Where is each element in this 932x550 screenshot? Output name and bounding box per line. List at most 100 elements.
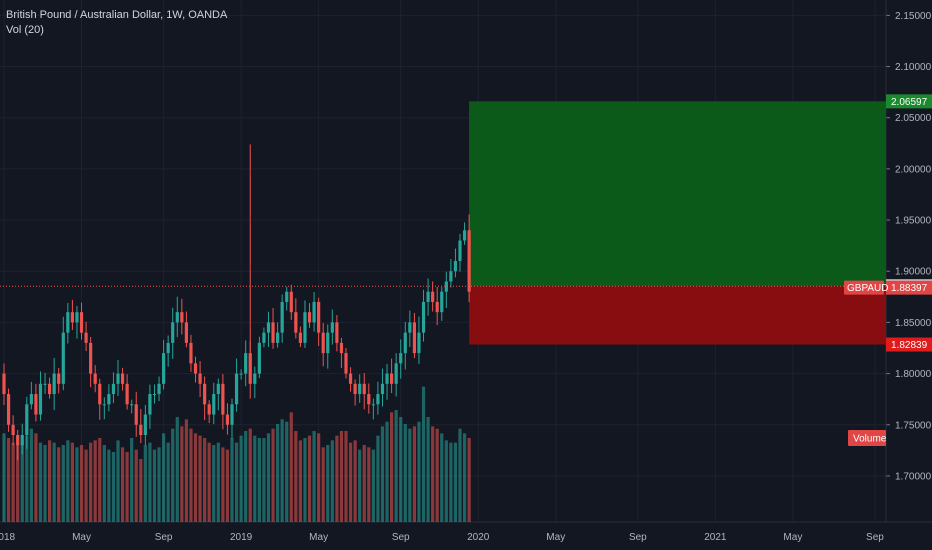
symbol-title[interactable]: British Pound / Australian Dollar, 1W, O…	[6, 9, 228, 21]
x-tick-label: 2021	[704, 532, 727, 543]
volume-bar	[43, 445, 47, 522]
candle-body	[403, 332, 407, 354]
candle-body	[458, 240, 462, 261]
candle-body	[421, 301, 426, 333]
volume-indicator-label[interactable]: Vol (20)	[6, 24, 44, 36]
x-tick-label: 2019	[230, 532, 253, 543]
volume-bar	[426, 417, 430, 522]
volume-bar	[385, 421, 389, 522]
candle-body	[102, 404, 106, 406]
target-price-tag: 2.06597	[891, 97, 928, 108]
volume-bar	[239, 435, 243, 522]
candle-body	[162, 353, 166, 384]
volume-bar	[276, 424, 280, 522]
candle-body	[2, 373, 6, 395]
candle-body	[38, 383, 43, 415]
x-tick-label: May	[72, 532, 91, 543]
volume-bar	[262, 438, 266, 522]
volume-bar	[198, 435, 202, 522]
candle-body	[93, 373, 97, 384]
volume-bar	[148, 442, 152, 522]
volume-bar	[25, 435, 29, 522]
candle-body	[203, 383, 207, 405]
y-tick-label: 1.95000	[895, 216, 932, 227]
volume-bar	[358, 449, 362, 522]
candle-body	[239, 373, 243, 375]
volume-bar	[2, 433, 6, 522]
candle-body	[467, 230, 471, 292]
volume-bar	[84, 449, 88, 522]
candle-body	[52, 373, 56, 395]
volume-tag-bg	[848, 430, 886, 446]
stop-price-tag-bg	[886, 337, 932, 352]
candle-body	[130, 404, 134, 406]
candle-body	[326, 332, 330, 354]
volume-bar	[467, 438, 471, 522]
candle-body	[431, 291, 435, 302]
volume-bar	[16, 445, 20, 522]
volume-bar	[408, 428, 412, 522]
candle-body	[29, 394, 33, 405]
volume-bar	[98, 438, 102, 522]
volume-bar	[139, 459, 143, 522]
candle-body	[166, 342, 170, 354]
candle-body	[449, 271, 453, 282]
candle-body	[134, 404, 138, 425]
candle-body	[193, 363, 198, 374]
volume-bar	[230, 438, 234, 522]
candle-body	[440, 291, 444, 313]
candle-body	[344, 353, 348, 374]
candle-body	[6, 394, 11, 425]
volume-bar	[125, 452, 129, 522]
volume-bar	[244, 431, 248, 522]
volume-tag: Volume	[853, 434, 887, 445]
volume-bar	[330, 440, 334, 522]
candle-body	[111, 383, 116, 395]
candle-body	[143, 414, 147, 435]
candle-body	[253, 373, 257, 384]
candle-body	[25, 404, 29, 435]
volume-bar	[353, 440, 357, 522]
volume-bar	[294, 431, 298, 522]
volume-bar	[326, 445, 330, 522]
volume-bar	[458, 428, 462, 522]
candle-body	[175, 312, 179, 323]
volume-bar	[257, 438, 261, 522]
candle-body	[399, 353, 403, 364]
volume-bar	[207, 442, 211, 522]
volume-bar	[348, 442, 353, 522]
candle-body	[16, 435, 20, 446]
volume-bar	[298, 440, 302, 522]
volume-bar	[362, 445, 366, 522]
volume-bar	[216, 442, 220, 522]
current-price-tag: 1.88397	[891, 283, 928, 294]
candle-body	[75, 312, 79, 323]
volume-bar	[285, 421, 289, 522]
candle-body	[139, 424, 143, 435]
candle-body	[358, 383, 362, 395]
x-tick-label: 2020	[467, 532, 490, 543]
candle-body	[198, 373, 202, 384]
candle-body	[276, 332, 280, 343]
volume-bar	[367, 447, 371, 522]
volume-bar	[371, 449, 375, 522]
volume-bar	[390, 412, 394, 522]
candle-body	[70, 312, 74, 323]
volume-bar	[193, 433, 198, 522]
candle-body	[189, 342, 193, 364]
volume-bar	[453, 442, 458, 522]
volume-bar	[339, 431, 344, 522]
candle-body	[303, 312, 307, 343]
volume-bar	[234, 442, 239, 522]
candle-body	[257, 342, 261, 374]
volume-bar	[189, 428, 193, 522]
volume-bar	[116, 440, 120, 522]
candle-body	[266, 322, 271, 333]
candle-body	[171, 322, 175, 343]
volume-bar	[52, 442, 56, 522]
volume-bar	[107, 449, 111, 522]
candle-body	[426, 291, 430, 302]
volume-bar	[266, 433, 271, 522]
